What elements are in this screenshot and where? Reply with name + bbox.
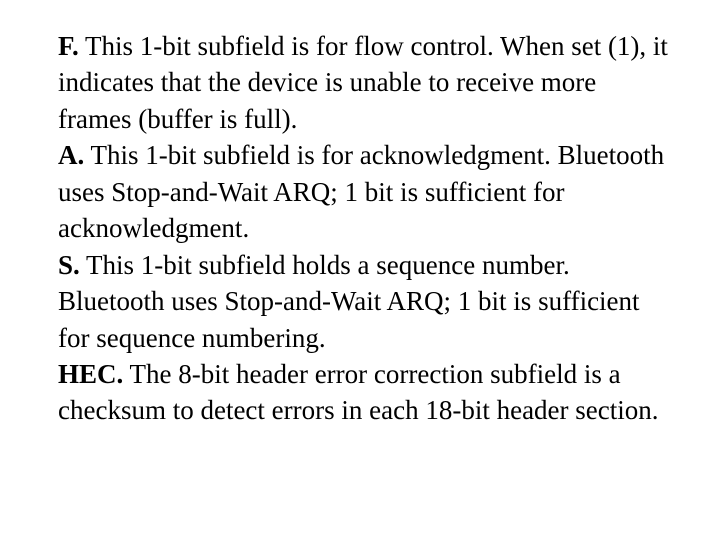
label-a: A.: [58, 140, 84, 170]
paragraph-s: S. This 1-bit subfield holds a sequence …: [58, 247, 670, 356]
document-page: F. This 1-bit subfield is for flow contr…: [0, 0, 720, 540]
paragraph-hec: HEC. The 8-bit header error correction s…: [58, 356, 670, 429]
body-a: This 1-bit subfield is for acknowledgmen…: [58, 140, 664, 243]
body-f: This 1-bit subfield is for flow control.…: [58, 31, 668, 134]
label-s: S.: [58, 250, 80, 280]
label-hec: HEC.: [58, 359, 123, 389]
body-hec: The 8-bit header error correction subfie…: [58, 359, 659, 425]
body-s: This 1-bit subfield holds a sequence num…: [58, 250, 640, 353]
paragraph-a: A. This 1-bit subfield is for acknowledg…: [58, 137, 670, 246]
paragraph-f: F. This 1-bit subfield is for flow contr…: [58, 28, 670, 137]
label-f: F.: [58, 31, 79, 61]
